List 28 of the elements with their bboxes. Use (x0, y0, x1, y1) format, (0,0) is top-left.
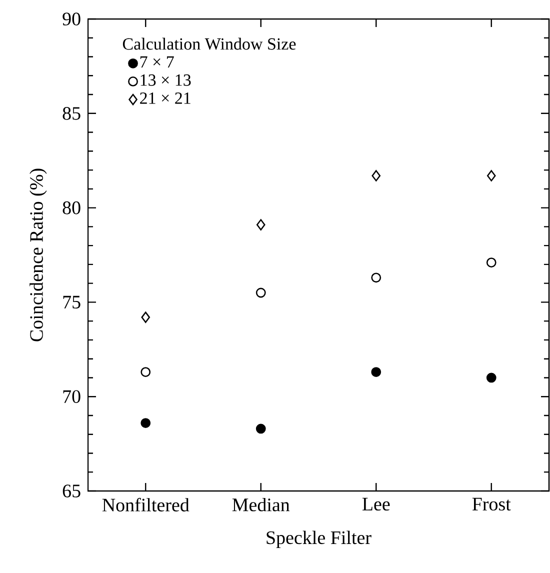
point (371, 367, 382, 378)
y-tick-label: 70 (63, 390, 80, 404)
y-axis-title: Coincidence Ratio (%) (30, 168, 47, 342)
legend-label: 7 × 7 (140, 56, 174, 68)
point (486, 170, 496, 182)
legend-label: 21 × 21 (140, 92, 190, 104)
x-tick-label: Median (232, 498, 290, 512)
point (486, 258, 496, 268)
x-tick-label: Frost (472, 498, 511, 511)
y-tick-label: 75 (63, 296, 80, 309)
point (256, 219, 266, 230)
point (256, 424, 266, 434)
x-axis-title: Speckle Filter (266, 530, 372, 548)
point (141, 312, 150, 323)
legend-title: Calculation Window Size (122, 38, 296, 50)
point (486, 372, 496, 383)
point (140, 418, 151, 428)
y-tick-label: 65 (62, 484, 80, 498)
y-tick-label: 80 (62, 201, 80, 214)
x-tick-label: Nonfiltered (102, 498, 190, 512)
point (372, 170, 381, 182)
y-tick-label: 90 (62, 12, 80, 26)
point (371, 272, 382, 283)
legend-label: 13 × 13 (140, 74, 191, 86)
y-tick-label: 85 (62, 107, 80, 120)
point (140, 367, 151, 378)
x-tick-label: Lee (362, 498, 390, 511)
point (256, 288, 266, 298)
